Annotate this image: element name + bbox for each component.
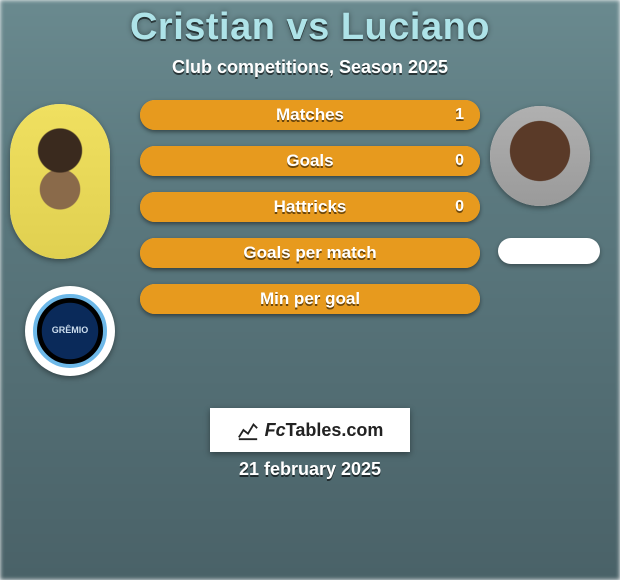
avatar <box>490 106 590 206</box>
stat-bar-row: Goals0 <box>140 146 480 176</box>
stat-bar-label: Matches <box>140 100 480 130</box>
stat-bar-label: Hattricks <box>140 192 480 222</box>
stat-bar-row: Goals per match <box>140 238 480 268</box>
subtitle: Club competitions, Season 2025 <box>172 57 448 78</box>
page-title: Cristian vs Luciano <box>130 6 490 49</box>
club-badge-inner: GRÊMIO <box>33 294 107 368</box>
stat-bar-label: Min per goal <box>140 284 480 314</box>
stat-bar-row: Hattricks0 <box>140 192 480 222</box>
stat-bar-value-right: 0 <box>455 192 464 222</box>
stat-bar-row: Min per goal <box>140 284 480 314</box>
stat-bar-label: Goals <box>140 146 480 176</box>
club-name: GRÊMIO <box>52 326 89 336</box>
stat-bar-value-right: 1 <box>455 100 464 130</box>
brand-left: Fc <box>265 420 286 440</box>
avatar <box>10 104 110 259</box>
date-label: 21 february 2025 <box>0 459 620 480</box>
stat-bar-label: Goals per match <box>140 238 480 268</box>
brand-right: Tables.com <box>286 420 384 440</box>
player-right-photo <box>490 106 590 206</box>
stat-bar-value-right: 0 <box>455 146 464 176</box>
stat-bars: Matches1Goals0Hattricks0Goals per matchM… <box>140 100 480 314</box>
player-right-club-placeholder <box>498 238 600 264</box>
brand-badge: FcTables.com <box>210 408 410 452</box>
comparison-area: GRÊMIO Matches1Goals0Hattricks0Goals per… <box>0 78 620 580</box>
player-left-club-badge: GRÊMIO <box>25 286 115 376</box>
player-left-photo <box>10 104 110 259</box>
chart-icon <box>237 419 259 441</box>
stat-bar-row: Matches1 <box>140 100 480 130</box>
